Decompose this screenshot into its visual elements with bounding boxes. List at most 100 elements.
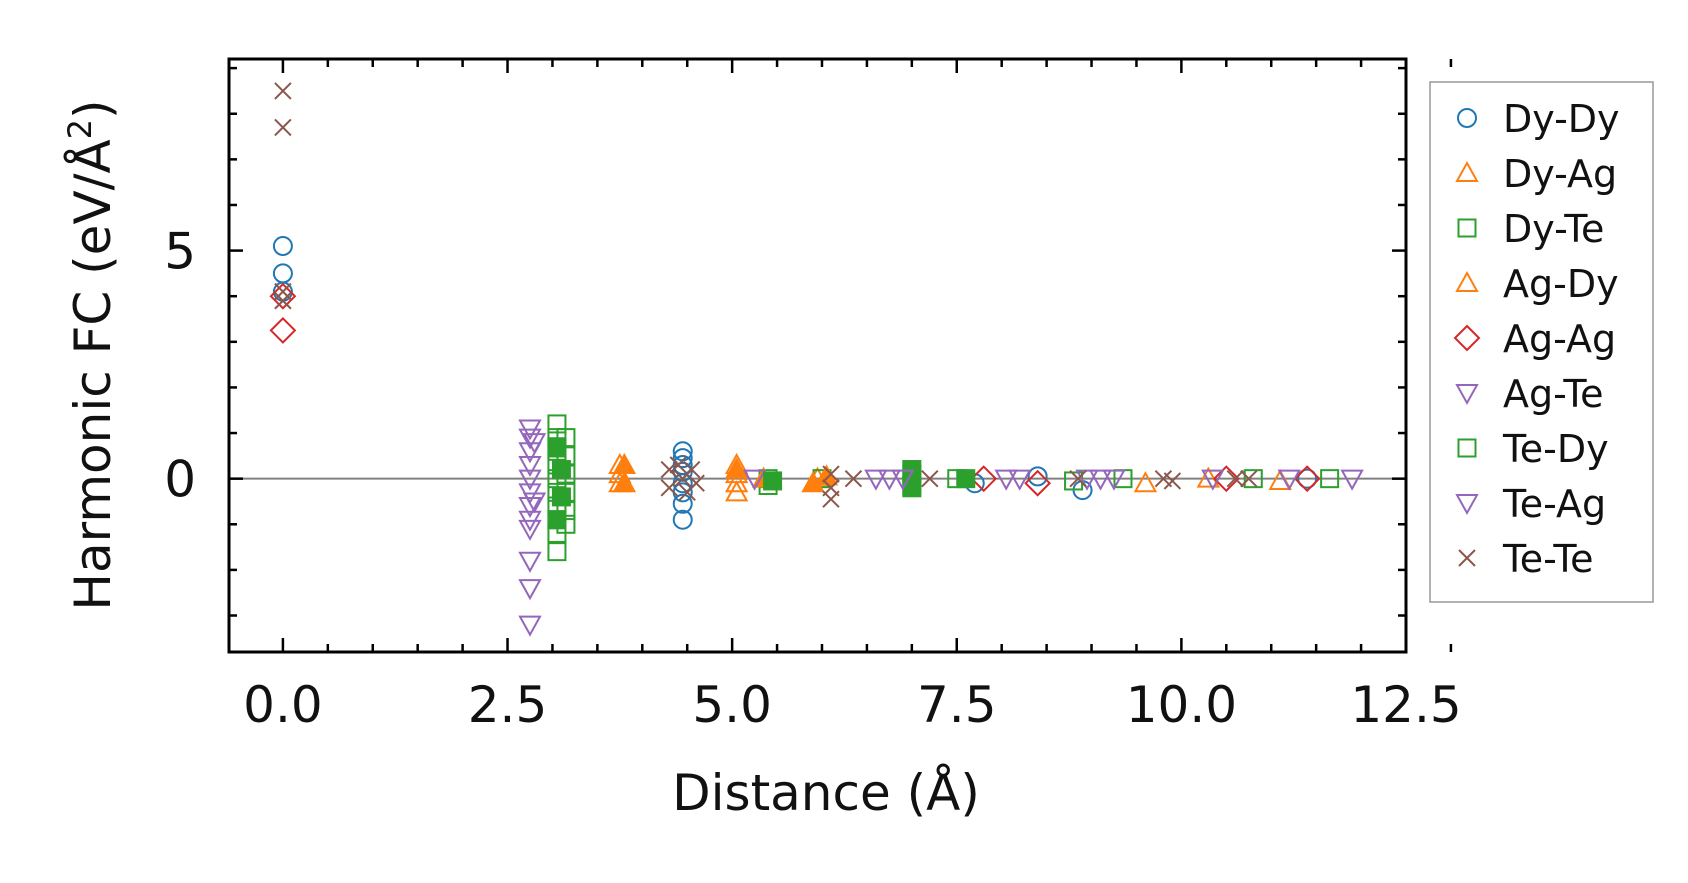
data-point-te-te xyxy=(1069,469,1087,488)
data-point-te-ag xyxy=(522,492,547,514)
data-point-ag-dy xyxy=(612,471,637,493)
data-point-te-ag xyxy=(891,469,915,491)
y-tick-label: 5 xyxy=(164,223,196,281)
data-point-ag-te xyxy=(742,469,767,491)
data-point-te-te xyxy=(660,460,678,479)
data-point-te-te xyxy=(274,292,292,310)
series-ag-ag xyxy=(269,282,1321,497)
legend-item-dy-te: Dy-Te xyxy=(1457,207,1604,251)
series-ag-dy xyxy=(612,452,839,493)
legend-label: Te-Dy xyxy=(1502,427,1609,471)
data-point-ag-ag xyxy=(1293,465,1321,493)
data-point-ag-te xyxy=(518,469,542,491)
legend-item-dy-dy: Dy-Dy xyxy=(1457,97,1620,141)
data-point-te-ag xyxy=(1075,469,1099,491)
x-tick-label: 10.0 xyxy=(1126,676,1237,734)
y-axis-label-superscript: 2 xyxy=(61,119,99,139)
legend-marker xyxy=(1453,324,1481,352)
series-te-dy xyxy=(547,437,976,530)
legend-item-te-dy: Te-Dy xyxy=(1457,427,1609,471)
data-point-te-te xyxy=(274,82,292,100)
data-point-te-ag xyxy=(1277,469,1301,491)
y-axis-label-close: ) xyxy=(64,99,122,119)
data-point-te-dy xyxy=(547,510,567,530)
legend-marker xyxy=(1457,438,1477,458)
data-point-dy-ag xyxy=(724,480,749,502)
legend-label: Te-Te xyxy=(1502,537,1594,581)
axis-ticks xyxy=(229,59,1453,652)
legend-label: Ag-Te xyxy=(1503,372,1603,416)
legend-item-te-ag: Te-Ag xyxy=(1455,482,1606,526)
x-axis-label: Distance (Å) xyxy=(672,764,980,822)
data-point-te-dy xyxy=(551,460,571,480)
data-point-dy-dy xyxy=(1297,468,1318,489)
data-point-te-te xyxy=(822,465,840,483)
data-point-ag-te xyxy=(877,469,902,491)
data-point-ag-ag xyxy=(1024,469,1052,497)
data-point-dy-dy xyxy=(672,448,693,469)
legend-marker xyxy=(1455,270,1479,292)
series-te-te xyxy=(274,82,1258,508)
legend-label: Dy-Te xyxy=(1503,207,1604,251)
legend-item-ag-dy: Ag-Dy xyxy=(1455,262,1619,306)
data-point-te-te xyxy=(274,282,292,301)
data-point-te-ag xyxy=(1201,469,1225,491)
data-point-ag-ag xyxy=(970,465,998,493)
data-point-dy-te xyxy=(1243,469,1263,489)
x-tick-label: 12.5 xyxy=(1350,676,1461,734)
data-point-te-dy xyxy=(551,487,571,507)
series-dy-dy xyxy=(272,236,1318,530)
legend-item-ag-ag: Ag-Ag xyxy=(1453,317,1616,361)
legend-marker xyxy=(1457,108,1477,128)
data-point-te-te xyxy=(1163,472,1182,490)
legend-marker xyxy=(1458,549,1476,567)
series-ag-te xyxy=(518,419,1113,637)
data-point-ag-te xyxy=(518,428,542,450)
data-point-ag-te xyxy=(518,579,542,601)
data-point-dy-te xyxy=(547,542,567,562)
data-point-dy-ag xyxy=(1133,471,1158,493)
legend-label: Ag-Ag xyxy=(1503,317,1616,361)
data-point-te-te xyxy=(669,456,687,474)
data-point-te-ag xyxy=(864,469,888,491)
data-point-ag-te xyxy=(1007,469,1032,491)
data-point-ag-te xyxy=(518,455,542,478)
data-point-ag-dy xyxy=(724,457,749,479)
x-tick-label: 7.5 xyxy=(917,676,997,734)
legend-label: Dy-Ag xyxy=(1503,152,1617,196)
legend-label: Dy-Dy xyxy=(1503,97,1620,141)
data-point-te-te xyxy=(687,474,705,492)
data-point-dy-dy xyxy=(272,236,293,257)
legend-items: Dy-Dy Dy-Ag Dy-Te Ag-Dy Ag-Ag Ag-Te Te-Dy Te-Ag… xyxy=(1453,97,1620,581)
data-point-te-ag xyxy=(1340,469,1364,491)
data-point-te-ag xyxy=(522,433,547,455)
legend-item-ag-te: Ag-Te xyxy=(1455,372,1603,416)
y-axis-label-main: Harmonic FC (eV/Å xyxy=(64,139,122,610)
data-point-ag-te xyxy=(518,497,542,519)
data-point-te-te xyxy=(660,479,678,497)
legend-marker xyxy=(1455,160,1479,182)
data-point-ag-te xyxy=(518,615,542,637)
data-point-te-te xyxy=(921,469,939,488)
data-point-te-te xyxy=(1240,469,1258,488)
series-dy-te xyxy=(547,414,1340,562)
data-point-te-te xyxy=(822,490,840,508)
legend: Dy-Dy Dy-Ag Dy-Te Ag-Dy Ag-Ag Ag-Te Te-Dy Te-Ag… xyxy=(1429,81,1654,603)
data-point-te-te xyxy=(274,118,292,137)
legend-item-te-te: Te-Te xyxy=(1458,537,1594,581)
x-tick-label: 0.0 xyxy=(243,676,323,734)
data-point-dy-dy xyxy=(672,509,693,530)
x-tick-labels: 0.0 2.5 5.0 7.5 10.0 12.5 xyxy=(243,676,1462,734)
legend-marker xyxy=(1457,218,1477,238)
data-point-ag-te xyxy=(518,519,542,541)
legend-marker xyxy=(1455,384,1479,406)
data-point-ag-te xyxy=(1088,469,1113,491)
data-point-te-te xyxy=(683,460,701,479)
series-te-ag xyxy=(522,433,1364,514)
legend-label: Te-Ag xyxy=(1502,482,1606,526)
x-tick-label: 5.0 xyxy=(692,676,772,734)
data-point-te-te xyxy=(1226,469,1244,488)
data-point-te-dy xyxy=(902,460,922,480)
data-point-te-ag xyxy=(994,469,1018,491)
